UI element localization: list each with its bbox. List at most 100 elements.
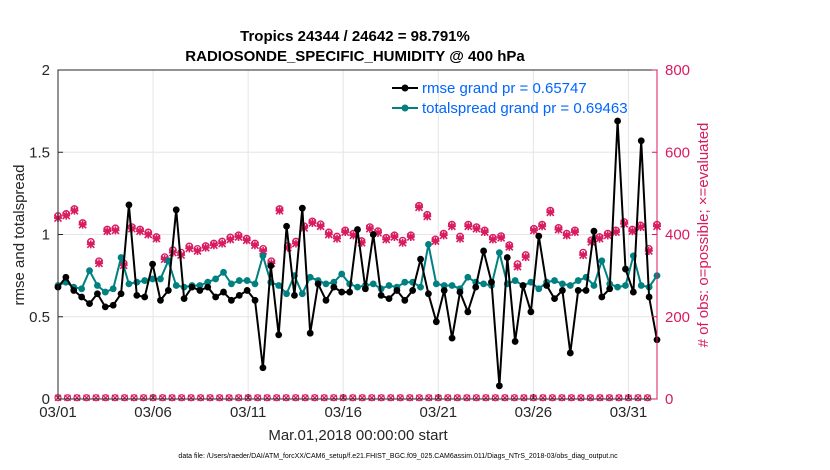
obs-evaluated-marker bbox=[505, 242, 514, 251]
rmse-point bbox=[180, 295, 188, 303]
obs-evaluated-zero-marker bbox=[263, 394, 271, 402]
obs-evaluated-zero-marker bbox=[644, 394, 651, 402]
rmse-point bbox=[535, 232, 543, 240]
obs-evaluated-marker bbox=[373, 228, 383, 237]
obs-evaluated-marker bbox=[160, 255, 169, 264]
rmse-point bbox=[488, 278, 495, 286]
rmse-point bbox=[503, 254, 511, 261]
chart-title-line1: Tropics 24344 / 24642 = 98.791% bbox=[240, 28, 470, 45]
rmse-point bbox=[480, 247, 488, 255]
obs-possible-zero-marker bbox=[178, 394, 186, 402]
totalspread-point bbox=[78, 285, 86, 293]
obs-evaluated-zero-marker bbox=[396, 394, 404, 402]
obs-evaluated-zero-marker bbox=[121, 394, 128, 402]
obs-evaluated-marker bbox=[406, 232, 415, 242]
x-tick-label: 03/01 bbox=[39, 404, 77, 421]
obs-possible-zero-marker bbox=[425, 394, 433, 402]
obs-evaluated-zero-marker bbox=[472, 394, 480, 402]
obs-evaluated-zero-marker bbox=[558, 394, 566, 402]
obs-possible-zero-marker bbox=[130, 394, 138, 402]
obs-evaluated-marker bbox=[70, 206, 79, 215]
totalspread-point bbox=[220, 268, 227, 276]
chart-title-line2: RADIOSONDE_SPECIFIC_HUMIDITY @ 400 hPa bbox=[185, 48, 525, 65]
obs-possible-zero-marker bbox=[463, 394, 471, 402]
obs-evaluated-zero-marker bbox=[415, 394, 423, 402]
rmse-point bbox=[519, 282, 527, 289]
obs-possible-zero-marker bbox=[539, 394, 547, 402]
obs-evaluated-zero-marker bbox=[282, 394, 290, 402]
obs-possible-zero-marker bbox=[139, 394, 148, 402]
obs-possible-zero-marker bbox=[577, 394, 585, 402]
obs-evaluated-zero-marker bbox=[83, 394, 90, 402]
totalspread-point bbox=[283, 290, 290, 298]
series-lines bbox=[54, 117, 661, 390]
obs-possible-zero-marker bbox=[187, 394, 195, 402]
obs-evaluated-zero-marker bbox=[254, 394, 262, 402]
obs-evaluated-marker bbox=[611, 227, 621, 237]
y-tick-label: 1.5 bbox=[29, 144, 50, 161]
obs-evaluated-marker bbox=[644, 246, 653, 256]
rmse-point bbox=[574, 287, 582, 294]
obs-evaluated-marker bbox=[382, 235, 391, 244]
totalspread-point bbox=[511, 277, 519, 284]
totalspread-point bbox=[480, 280, 488, 288]
totalspread-point bbox=[251, 280, 259, 288]
rmse-point bbox=[543, 282, 551, 289]
obs-possible-zero-marker bbox=[301, 394, 309, 402]
obs-evaluated-zero-marker bbox=[130, 394, 138, 402]
obs-evaluated-marker bbox=[62, 211, 71, 220]
legend: rmse grand pr = 0.65747 totalspread gran… bbox=[392, 80, 628, 117]
totalspread-point bbox=[598, 257, 606, 265]
rmse-point bbox=[243, 287, 251, 294]
x-tick-label: 03/06 bbox=[134, 404, 172, 421]
obs-evaluated-marker bbox=[488, 235, 497, 244]
obs-evaluated-zero-marker bbox=[587, 394, 594, 402]
totalspread-point bbox=[338, 270, 346, 278]
y-tick-label: 2 bbox=[42, 62, 50, 79]
rmse-point bbox=[62, 273, 70, 281]
y-axis-label: rmse and totalspread bbox=[11, 165, 28, 306]
rmse-point bbox=[164, 287, 172, 294]
y-tick-label: 0.5 bbox=[29, 309, 50, 326]
obs-evaluated-marker bbox=[472, 224, 481, 233]
obs-possible-zero-marker bbox=[558, 394, 566, 402]
rmse-point bbox=[566, 349, 574, 357]
obs-evaluated-zero-marker bbox=[197, 394, 205, 402]
obs-possible-zero-marker bbox=[73, 394, 81, 402]
obs-possible-zero-marker bbox=[320, 394, 328, 402]
obs-possible-zero-marker bbox=[82, 394, 91, 402]
obs-evaluated-zero-marker bbox=[596, 394, 604, 402]
obs-evaluated-marker bbox=[480, 227, 489, 237]
rmse-point bbox=[527, 308, 535, 316]
totalspread-point bbox=[243, 277, 251, 284]
totalspread-point bbox=[401, 278, 409, 286]
obs-evaluated-zero-marker bbox=[140, 394, 147, 402]
rmse-point bbox=[204, 283, 212, 291]
obs-evaluated-zero-marker bbox=[216, 394, 224, 402]
obs-possible-zero-marker bbox=[520, 394, 528, 402]
obs-possible-zero-marker bbox=[368, 394, 376, 402]
obs-markers bbox=[53, 201, 662, 402]
totalspread-point bbox=[590, 282, 598, 289]
y2-tick-label: 400 bbox=[665, 227, 690, 244]
rmse-point bbox=[598, 293, 606, 301]
totalspread-point bbox=[196, 282, 204, 289]
obs-evaluated-zero-marker bbox=[406, 394, 414, 402]
obs-evaluated-marker bbox=[234, 232, 243, 242]
obs-evaluated-zero-marker bbox=[444, 394, 452, 402]
totalspread-point bbox=[551, 277, 558, 284]
obs-evaluated-marker bbox=[250, 241, 259, 250]
obs-evaluated-marker bbox=[193, 246, 202, 256]
rmse-point bbox=[314, 280, 322, 288]
totalspread-point bbox=[109, 285, 117, 293]
obs-evaluated-marker bbox=[464, 222, 473, 231]
obs-evaluated-zero-marker bbox=[273, 394, 281, 402]
obs-evaluated-zero-marker bbox=[387, 394, 395, 402]
totalspread-point bbox=[235, 277, 243, 284]
obs-evaluated-marker bbox=[497, 233, 506, 242]
obs-evaluated-zero-marker bbox=[634, 394, 642, 402]
obs-evaluated-marker bbox=[628, 227, 637, 236]
rmse-point bbox=[259, 364, 267, 372]
rmse-point bbox=[141, 293, 149, 301]
totalspread-point bbox=[440, 282, 448, 289]
